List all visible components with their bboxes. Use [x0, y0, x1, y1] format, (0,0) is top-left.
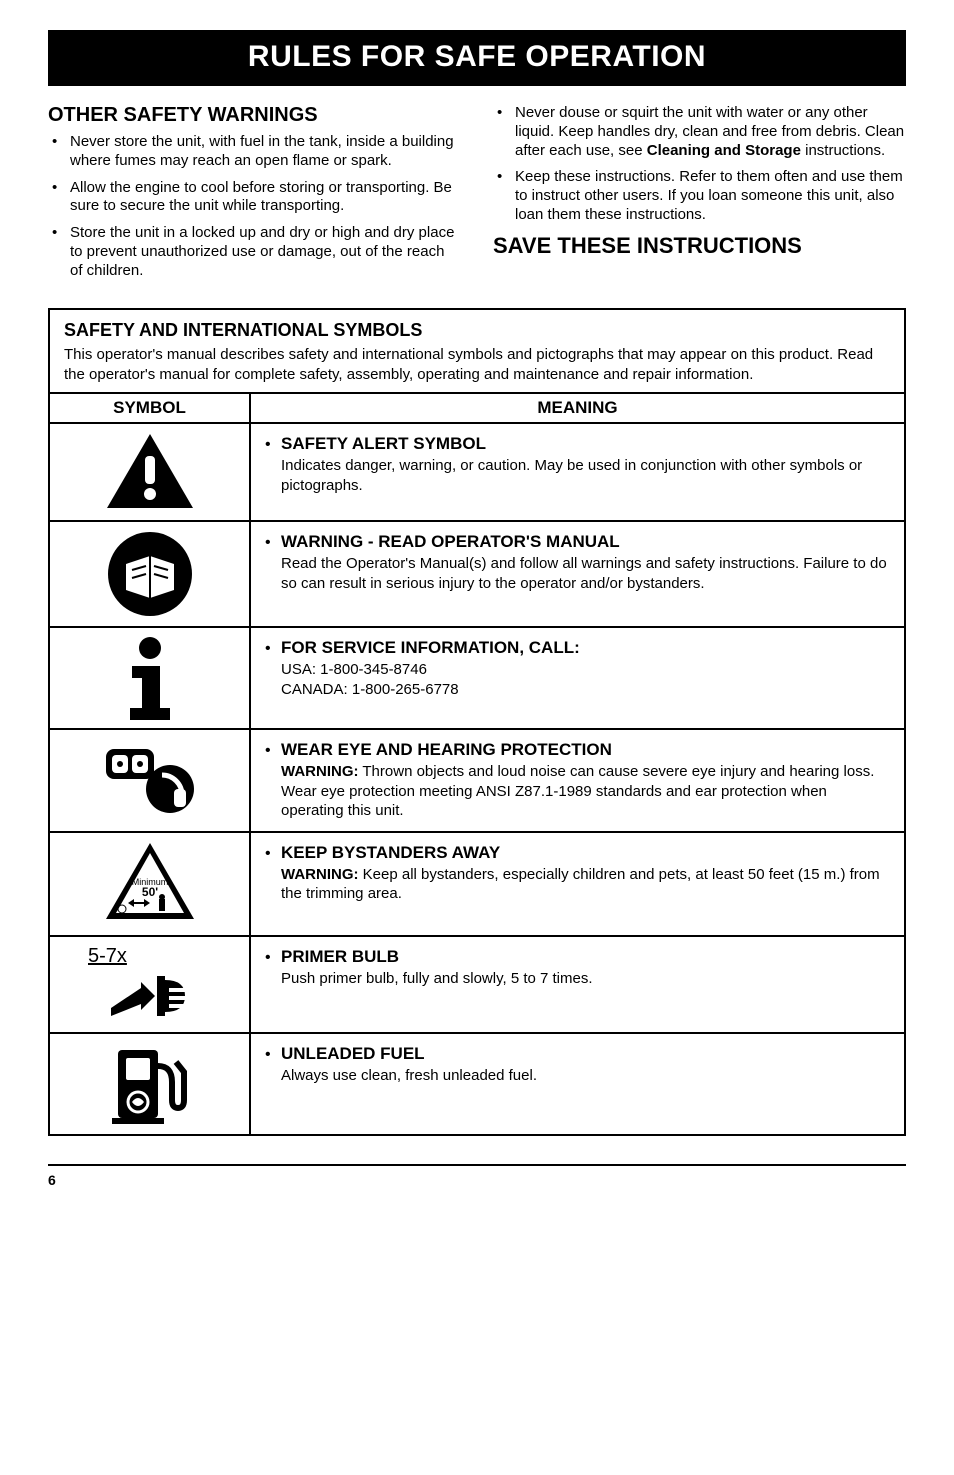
left-bullet-1: Allow the engine to cool before storing …	[48, 179, 461, 217]
table-row: •WARNING - READ OPERATOR'S MANUAL Read t…	[50, 521, 904, 627]
table-row: Minimum 50' •KEEP BYSTANDERS AWAY WARNIN…	[50, 832, 904, 936]
symbols-box: SAFETY AND INTERNATIONAL SYMBOLS This op…	[48, 308, 906, 1136]
row5-title: PRIMER BULB	[281, 947, 399, 966]
page-title-bar: RULES FOR SAFE OPERATION	[48, 30, 906, 86]
row2-line2: CANADA: 1-800-265-6778	[281, 680, 890, 700]
left-bullet-0: Never store the unit, with fuel in the t…	[48, 133, 461, 171]
meaning-cell: •WEAR EYE AND HEARING PROTECTION WARNING…	[250, 729, 904, 832]
th-symbol: SYMBOL	[50, 393, 250, 423]
table-row: •WEAR EYE AND HEARING PROTECTION WARNING…	[50, 729, 904, 832]
info-icon	[120, 636, 180, 720]
keep-bystanders-icon: Minimum 50'	[102, 841, 198, 927]
right-bullet-0: Never douse or squirt the unit with wate…	[493, 104, 906, 160]
cleaning-storage-bold: Cleaning and Storage	[647, 142, 801, 159]
icon-unleaded-fuel	[50, 1033, 250, 1134]
intro-columns: OTHER SAFETY WARNINGS Never store the un…	[48, 104, 906, 288]
icon-bystanders: Minimum 50'	[50, 832, 250, 936]
warning-triangle-icon	[105, 432, 195, 512]
svg-text:50': 50'	[141, 885, 157, 899]
right-column: Never douse or squirt the unit with wate…	[493, 104, 906, 288]
row0-title: SAFETY ALERT SYMBOL	[281, 434, 486, 453]
row3-title: WEAR EYE AND HEARING PROTECTION	[281, 740, 612, 759]
meaning-cell: •KEEP BYSTANDERS AWAY WARNING: Keep all …	[250, 832, 904, 936]
row4-title: KEEP BYSTANDERS AWAY	[281, 843, 500, 862]
row0-body: Indicates danger, warning, or caution. M…	[265, 456, 890, 495]
left-column: OTHER SAFETY WARNINGS Never store the un…	[48, 104, 461, 288]
row2-line1: USA: 1-800-345-8746	[281, 660, 890, 680]
meaning-cell: •FOR SERVICE INFORMATION, CALL: USA: 1-8…	[250, 627, 904, 729]
row4-body: WARNING: Keep all bystanders, especially…	[265, 865, 890, 904]
symbols-header: SAFETY AND INTERNATIONAL SYMBOLS This op…	[50, 310, 904, 392]
table-row: 5-7x •PRIMER BULB Push primer bulb, full…	[50, 936, 904, 1033]
row1-body: Read the Operator's Manual(s) and follow…	[265, 554, 890, 593]
meaning-cell: •WARNING - READ OPERATOR'S MANUAL Read t…	[250, 521, 904, 627]
table-row: •FOR SERVICE INFORMATION, CALL: USA: 1-8…	[50, 627, 904, 729]
symbols-header-intro: This operator's manual describes safety …	[64, 345, 890, 384]
icon-eye-hearing	[50, 729, 250, 832]
left-bullet-list: Never store the unit, with fuel in the t…	[48, 133, 461, 280]
other-safety-heading: OTHER SAFETY WARNINGS	[48, 104, 461, 127]
meaning-cell: •PRIMER BULB Push primer bulb, fully and…	[250, 936, 904, 1033]
table-row: •SAFETY ALERT SYMBOL Indicates danger, w…	[50, 423, 904, 521]
row2-title: FOR SERVICE INFORMATION, CALL:	[281, 638, 580, 657]
icon-read-manual	[50, 521, 250, 627]
row6-title: UNLEADED FUEL	[281, 1044, 425, 1063]
save-instructions-heading: SAVE THESE INSTRUCTIONS	[493, 233, 906, 259]
icon-info	[50, 627, 250, 729]
read-manual-icon	[106, 530, 194, 618]
meaning-cell: •SAFETY ALERT SYMBOL Indicates danger, w…	[250, 423, 904, 521]
fuel-pump-icon	[108, 1042, 192, 1126]
icon-safety-alert	[50, 423, 250, 521]
meaning-cell: •UNLEADED FUEL Always use clean, fresh u…	[250, 1033, 904, 1134]
page-number: 6	[48, 1172, 906, 1188]
footer-rule	[48, 1164, 906, 1166]
right-bullet-1: Keep these instructions. Refer to them o…	[493, 168, 906, 224]
symbols-header-title: SAFETY AND INTERNATIONAL SYMBOLS	[64, 320, 890, 341]
row3-body: WARNING: Thrown objects and loud noise c…	[265, 762, 890, 821]
right-bullet-list: Never douse or squirt the unit with wate…	[493, 104, 906, 225]
row6-body: Always use clean, fresh unleaded fuel.	[265, 1066, 890, 1086]
symbols-table: SYMBOL MEANING •SAFETY ALERT SYMBOL Indi…	[50, 392, 904, 1134]
left-bullet-2: Store the unit in a locked up and dry or…	[48, 224, 461, 280]
th-meaning: MEANING	[250, 393, 904, 423]
icon-primer-bulb: 5-7x	[50, 936, 250, 1033]
primer-label: 5-7x	[88, 945, 127, 967]
row5-body: Push primer bulb, fully and slowly, 5 to…	[265, 969, 890, 989]
primer-bulb-icon	[105, 968, 195, 1024]
eye-ear-protection-icon	[102, 745, 198, 817]
table-row: •UNLEADED FUEL Always use clean, fresh u…	[50, 1033, 904, 1134]
row1-title: WARNING - READ OPERATOR'S MANUAL	[281, 532, 620, 551]
